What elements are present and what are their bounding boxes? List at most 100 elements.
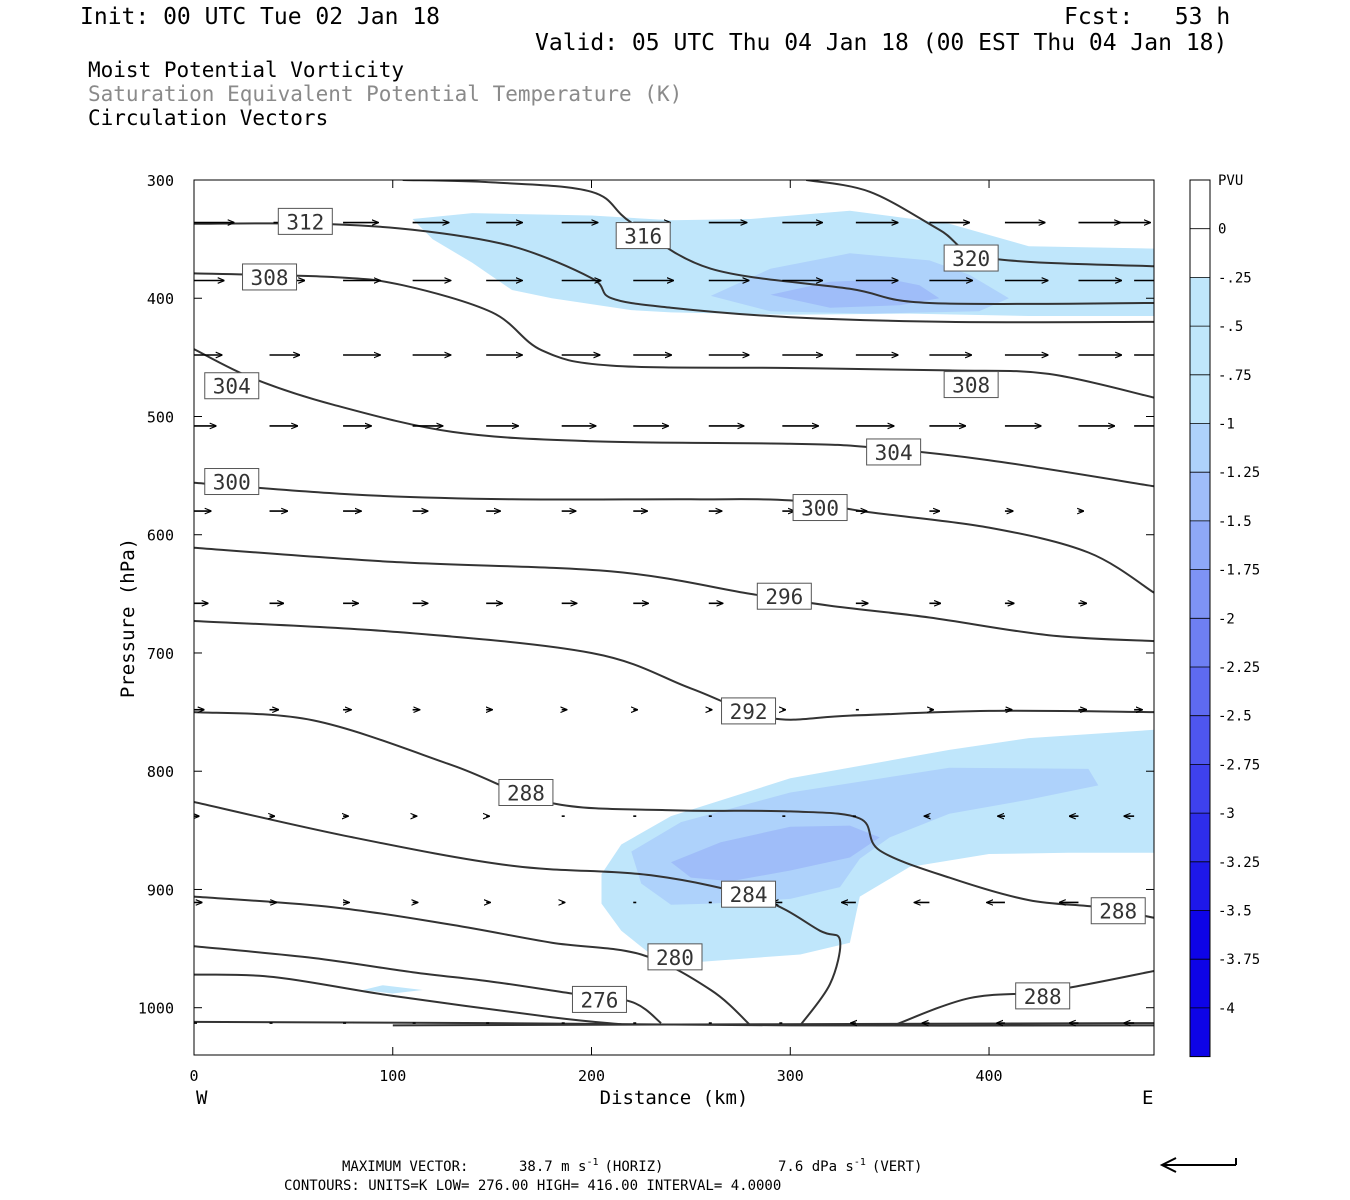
colorbar-frame — [1189, 179, 1211, 1058]
field-pv-title: Moist Potential Vorticity — [88, 58, 405, 82]
colorbar-label: -2.25 — [1218, 660, 1260, 676]
x-tick-label: 400 — [975, 1067, 1002, 1085]
contour-label-box — [756, 582, 812, 610]
x-axis-label: Distance (km) — [600, 1087, 749, 1109]
colorbar-cell — [1190, 423, 1210, 473]
pv-region — [671, 825, 880, 882]
contour-label: 288 — [507, 782, 545, 806]
theta-contour-312 — [194, 222, 1154, 324]
theta-contour-300 — [194, 481, 1154, 594]
reference-vector — [1159, 1157, 1237, 1173]
colorbar-label: -1.25 — [1218, 465, 1260, 481]
contour-label-box — [943, 244, 999, 272]
theta-contour-304 — [194, 348, 1154, 488]
circulation-vectors — [194, 223, 1154, 1024]
colorbar-cell — [1190, 520, 1210, 570]
y-tick-label: 900 — [147, 881, 174, 899]
vert-superscript: -1 — [854, 1157, 866, 1168]
colorbar-cell — [1190, 277, 1210, 327]
pv-colorbar: PVU 0 -.25 -.5 -.75 -1 -1.25 -1.5 -1.75 -2 -2.25 -2… — [1189, 173, 1260, 1058]
colorbar-label: -3.25 — [1218, 855, 1260, 871]
contour-label: 288 — [1024, 985, 1062, 1009]
contour-label: 300 — [801, 497, 839, 521]
colorbar-cell — [1190, 715, 1210, 765]
max-vector-horiz: 38.7 m s-1 (HORIZ) — [519, 1157, 664, 1175]
colorbar-label: -2.75 — [1218, 757, 1260, 773]
colorbar-cell — [1190, 861, 1210, 911]
colorbar-cell — [1190, 764, 1210, 814]
colorbar-cell — [1190, 374, 1210, 424]
contour-label-box — [204, 468, 260, 496]
contour-label-box — [866, 438, 922, 466]
contour-label: 300 — [213, 471, 251, 495]
contour-label-box — [615, 222, 671, 250]
contour-label-box — [498, 779, 554, 806]
contour-label-box — [204, 372, 260, 400]
contour-label: 316 — [624, 225, 662, 249]
contour-label: 288 — [1099, 900, 1137, 924]
y-tick-label: 1000 — [138, 1000, 174, 1018]
contour-label-box — [647, 943, 703, 971]
contour-info: CONTOURS: UNITS=K LOW= 276.00 HIGH= 416.… — [284, 1178, 781, 1194]
x-end-right-label: E — [1142, 1087, 1153, 1109]
colorbar-label: -.5 — [1218, 319, 1243, 335]
theta-contour-284 — [194, 801, 842, 1026]
colorbar-cell — [1190, 1007, 1210, 1057]
x-end-left-label: W — [196, 1087, 208, 1109]
contour-label: 320 — [952, 247, 990, 271]
x-tick-label: 300 — [777, 1067, 804, 1085]
theta-contour-316 — [402, 180, 1154, 306]
theta-contour-280 — [194, 895, 752, 1027]
colorbar-cell — [1190, 569, 1210, 619]
max-vector-label: MAXIMUM VECTOR: — [342, 1159, 468, 1175]
horiz-superscript: -1 — [586, 1157, 598, 1168]
colorbar-cell — [1190, 326, 1210, 375]
contour-label: 304 — [213, 375, 251, 399]
contour-label: 280 — [656, 946, 694, 970]
valid-time: Valid: 05 UTC Thu 04 Jan 18 (00 EST Thu … — [535, 30, 1228, 56]
x-tick-label: 0 — [189, 1067, 198, 1085]
y-tick-label: 400 — [147, 290, 174, 308]
colorbar-cell — [1190, 228, 1210, 278]
colorbar-label: -3 — [1218, 806, 1235, 822]
colorbar-label: -1 — [1218, 417, 1235, 433]
y-tick-label: 300 — [147, 172, 174, 190]
contour-label-box — [242, 263, 298, 291]
theta-contour-292 — [194, 620, 1154, 721]
plot-frame — [193, 179, 1155, 1056]
theta-contour-272 — [194, 973, 622, 1026]
contour-label-box — [571, 985, 627, 1013]
x-tick-label: 200 — [578, 1067, 605, 1085]
colorbar-label: -1.5 — [1218, 514, 1252, 530]
colorbar-label: -.25 — [1218, 270, 1252, 286]
contour-label-box — [943, 371, 999, 399]
contour-label: 312 — [286, 210, 324, 234]
contour-label-box — [792, 494, 848, 522]
colorbar-label: -.75 — [1218, 368, 1252, 384]
field-theta-title: Saturation Equivalent Potential Temperat… — [88, 82, 683, 106]
colorbar-label: -3.75 — [1218, 952, 1260, 968]
colorbar-cell — [1190, 180, 1210, 229]
theta-contour-320 — [806, 180, 1154, 268]
colorbar-label: 0 — [1218, 222, 1226, 238]
contour-label: 296 — [765, 585, 803, 609]
max-vector-vert: 7.6 dPa s-1 (VERT) — [778, 1157, 922, 1175]
colorbar-cell — [1190, 667, 1210, 716]
y-tick-label: 600 — [147, 527, 174, 545]
x-tick-label: 100 — [379, 1067, 406, 1085]
contour-labels: 312 316 320 308 304 308 304 300 300 296 292 288 284 2… — [204, 207, 1146, 1013]
contour-label-box — [1090, 897, 1146, 925]
theta-contours — [194, 180, 1154, 1027]
contour-label-box — [277, 207, 333, 235]
colorbar-cell — [1190, 618, 1210, 667]
theta-contour-296 — [194, 546, 1154, 643]
init-time: Init: 00 UTC Tue 02 Jan 18 — [80, 4, 441, 30]
contour-label: 292 — [730, 700, 768, 724]
forecast-hour: Fcst: 53 h — [1064, 4, 1231, 30]
contour-label-box — [721, 697, 777, 725]
colorbar-label: -2.5 — [1218, 709, 1252, 725]
contour-label: 304 — [875, 441, 913, 465]
theta-contour-276 — [194, 945, 662, 1024]
y-tick-label: 800 — [147, 763, 174, 781]
